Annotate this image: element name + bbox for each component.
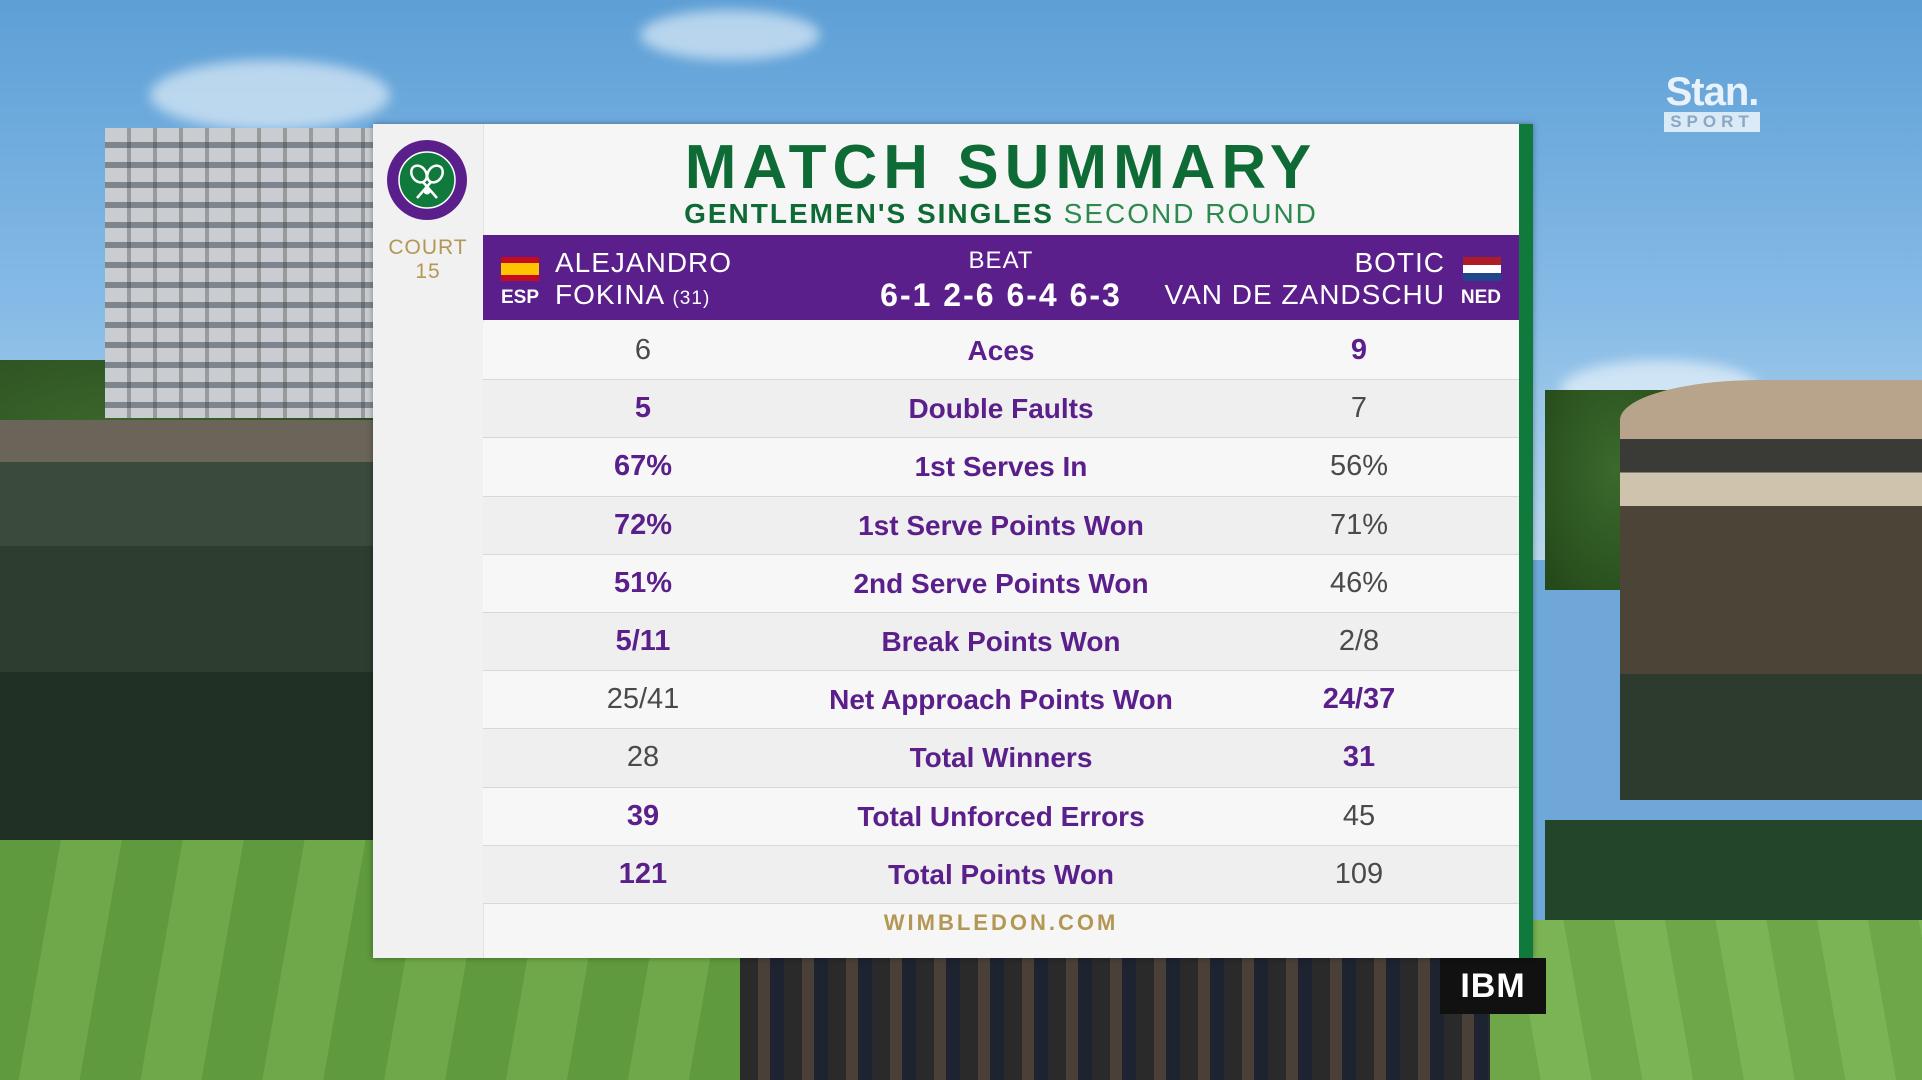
website-footer: WIMBLEDON.COM [883,910,1119,935]
grass-court-right [1490,920,1922,1080]
round-subtitle: GENTLEMEN'S SINGLES SECOND ROUND [483,196,1519,232]
player2-stat-value: 56% [1329,450,1389,483]
stat-label: Total Unforced Errors [857,800,1145,832]
stan-sport-logo: Stan. SPORT [1652,72,1772,132]
player2-country: NED [1460,287,1501,308]
player2-stat-value: 24/37 [1322,683,1396,716]
stat-label: Double Faults [908,393,1094,425]
stat-label: Net Approach Points Won [829,684,1173,716]
player1-seed: (31) [672,288,711,309]
player2-stat-value: 71% [1329,508,1389,541]
player1-stat-value: 121 [618,857,668,890]
cloud [640,10,820,60]
ibm-logo: IBM [1440,958,1546,1014]
result-verb: BEAT [968,247,1034,274]
event-name: GENTLEMEN'S SINGLES [684,198,1054,229]
player1-stat-value: 5 [634,392,652,425]
player2-stat-value: 46% [1329,566,1389,599]
player1-stat-value: 39 [626,799,660,832]
player2-stat-value: 31 [1342,741,1376,774]
stat-row: 28 Total Winners 31 [483,729,1519,788]
court-label: COURT [388,236,468,259]
player1-stat-value: 51% [613,566,673,599]
stat-label: Break Points Won [881,625,1121,657]
stat-row: 121 Total Points Won 109 [483,845,1519,904]
match-score: 6-1 2-6 6-4 6-3 [880,277,1122,313]
player1-stat-value: 25/41 [606,683,680,716]
player2-stat-value: 2/8 [1338,624,1380,657]
stat-row: 5 Double Faults 7 [483,380,1519,439]
cloud [150,60,390,130]
stat-row: 6 Aces 9 [483,322,1519,381]
stat-label: Total Winners [909,742,1093,774]
stat-row: 72% 1st Serve Points Won 71% [483,496,1519,555]
player1-country: ESP [501,287,540,308]
player2-first-name: BOTIC [1354,247,1445,278]
stat-label: 1st Serve Points Won [858,509,1144,541]
stats-table: 6 Aces 9 5 Double Faults 7 67% 1st Serves In 56%… [483,322,1519,904]
page-title: MATCH SUMMARY [684,133,1318,202]
player1-stat-value: 6 [634,334,652,366]
court-number: 15 [415,260,441,283]
spain-flag-icon [501,257,539,281]
stan-logo-sub: SPORT [1664,112,1760,132]
round-name: SECOND ROUND [1063,198,1318,229]
stand-left [0,420,380,840]
stat-label: Aces [967,335,1035,366]
green-accent-bar [1519,124,1533,958]
stat-row: 67% 1st Serves In 56% [483,438,1519,497]
stat-row: 39 Total Unforced Errors 45 [483,787,1519,846]
stat-label: Total Points Won [887,858,1115,890]
player1-stat-value: 5/11 [615,624,671,657]
stat-row: 51% 2nd Serve Points Won 46% [483,554,1519,613]
player1-surname: FOKINA [555,279,664,310]
no1-court-stadium [1620,380,1922,800]
player1-stat-value: 28 [626,741,660,774]
stat-label: 1st Serves In [914,451,1088,483]
player2-last-name: VAN DE ZANDSCHU [1164,279,1445,310]
player2-stat-value: 7 [1350,392,1368,425]
crowd-bottom [740,955,1490,1080]
players-header: ESP ALEJANDRO FOKINA (31) BEAT 6-1 2-6 6… [483,235,1519,320]
player2-stat-value: 9 [1350,334,1368,366]
player2-stat-value: 45 [1342,799,1376,832]
player2-stat-value: 109 [1334,857,1384,890]
wimbledon-logo-icon [387,140,467,220]
player1-stat-value: 67% [613,450,673,483]
court-wall-right [1545,820,1922,930]
apartment-building [105,128,375,418]
player1-last-name: FOKINA (31) [555,279,710,311]
side-column: COURT 15 [373,124,484,958]
player1-stat-value: 72% [613,508,673,541]
netherlands-flag-icon [1463,257,1501,281]
match-summary-panel: COURT 15 MATCH SUMMARY GENTLEMEN'S SINGL… [373,124,1533,958]
stat-row: 25/41 Net Approach Points Won 24/37 [483,671,1519,730]
stan-logo-text: Stan. [1665,70,1760,114]
stat-label: 2nd Serve Points Won [853,567,1149,599]
stat-row: 5/11 Break Points Won 2/8 [483,612,1519,672]
court-indicator: COURT 15 [373,236,483,284]
player1-first-name: ALEJANDRO [555,247,733,278]
